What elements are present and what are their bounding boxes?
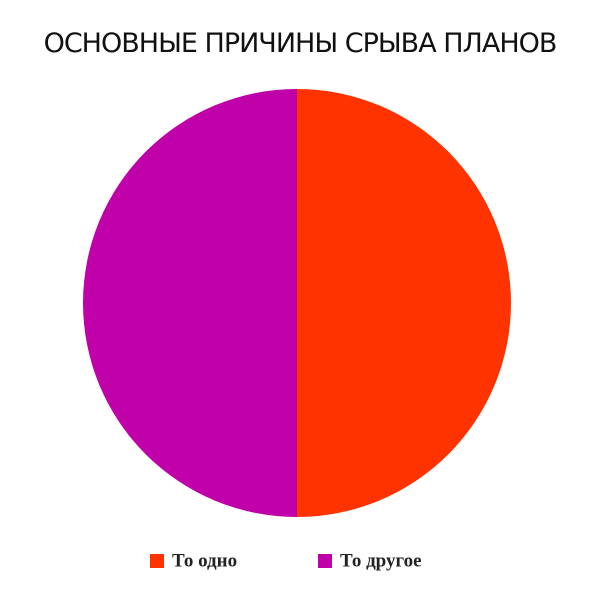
legend-swatch xyxy=(150,554,164,568)
pie-slice xyxy=(297,89,511,517)
legend-swatch xyxy=(318,554,332,568)
pie-slice xyxy=(83,89,297,517)
legend-label: То другое xyxy=(340,550,422,571)
chart-title: ОСНОВНЫЕ ПРИЧИНЫ СРЫВА ПЛАНОВ xyxy=(44,28,557,59)
legend-label: То одно xyxy=(172,550,237,571)
